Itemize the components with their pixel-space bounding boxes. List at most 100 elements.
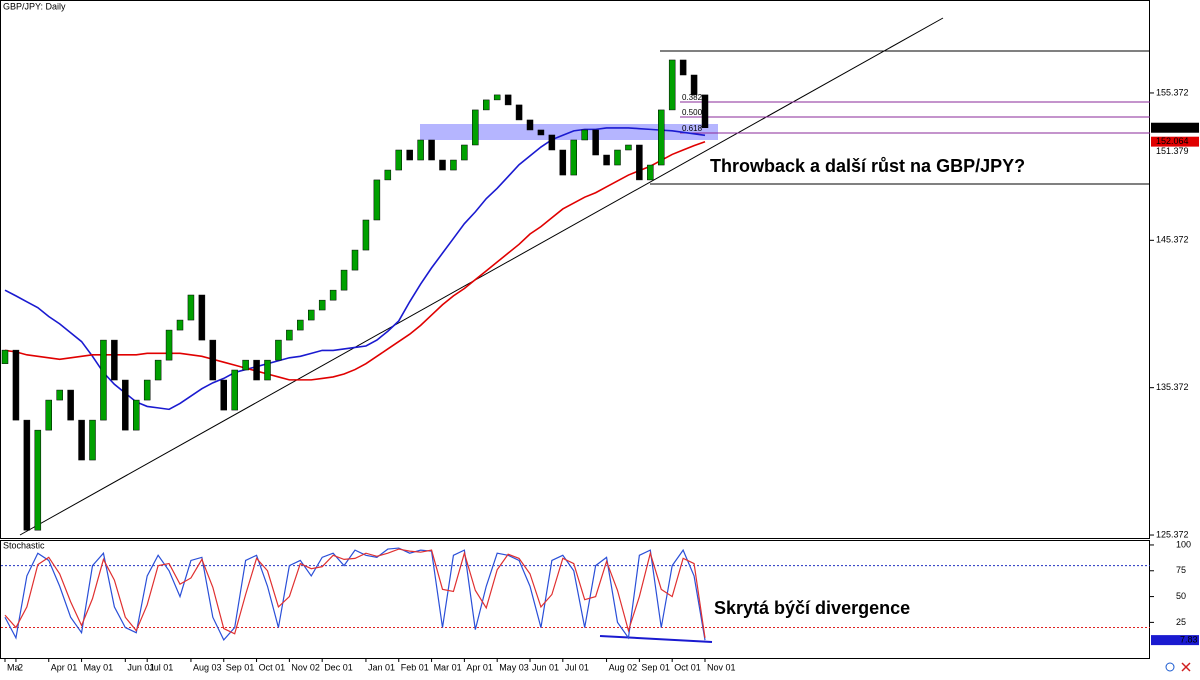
y-tick-label: 75 — [1176, 565, 1186, 575]
candle — [154, 359, 162, 381]
y-tick-label: 155.372 — [1156, 87, 1189, 97]
divergence-line — [599, 635, 713, 643]
candle — [242, 359, 249, 371]
candle — [220, 379, 227, 411]
price-label: 152.064 — [1156, 136, 1189, 146]
candle — [45, 399, 52, 431]
fib-label: 0.618 — [682, 124, 703, 133]
value-badge — [1151, 635, 1199, 646]
candle — [100, 339, 107, 421]
price-badge — [1151, 146, 1199, 157]
price-label: 151.379 — [1156, 146, 1189, 156]
candle — [526, 119, 534, 131]
stochastic-line — [4, 548, 706, 638]
candle — [483, 99, 490, 111]
stochastic-line — [4, 547, 706, 642]
x-tick-label: Jan 01 — [368, 662, 395, 672]
candle — [351, 249, 359, 271]
candle — [537, 129, 545, 136]
candle — [1, 349, 9, 364]
candle — [253, 359, 260, 381]
x-tick-label: Jun 01 — [127, 662, 154, 672]
candle — [461, 144, 468, 161]
fib-label: 0.382 — [682, 93, 703, 102]
stochastic-panel — [0, 540, 1150, 659]
candle — [406, 149, 413, 161]
candle — [493, 94, 501, 101]
candle — [603, 154, 610, 166]
candle — [209, 339, 217, 381]
candle — [23, 419, 31, 531]
candle — [122, 379, 129, 431]
icon — [1165, 662, 1175, 672]
candle — [165, 329, 173, 361]
candle — [318, 299, 326, 311]
candle — [417, 139, 424, 161]
fib-label: 0.500 — [682, 108, 703, 117]
x-tick-label: Jun 01 — [532, 662, 559, 672]
value-label: 7.83 — [1180, 634, 1198, 644]
moving-average — [4, 127, 706, 411]
x-tick-label: Jul 01 — [565, 662, 589, 672]
candle — [504, 94, 512, 106]
candle — [340, 269, 348, 291]
x-tick-label: Feb 01 — [401, 662, 429, 672]
x-tick-label: Aug 03 — [193, 662, 222, 672]
candle — [67, 389, 74, 421]
icon — [1181, 662, 1191, 672]
y-tick-label: 125.372 — [1156, 529, 1189, 539]
candle — [133, 399, 140, 431]
chart-title: GBP/JPY: Daily — [3, 1, 66, 11]
candle — [647, 164, 654, 181]
candle — [472, 109, 479, 146]
candle — [231, 369, 238, 411]
trendline — [19, 17, 944, 536]
candle — [89, 419, 96, 461]
candle — [548, 134, 556, 151]
candle — [198, 294, 206, 341]
moving-average — [4, 141, 706, 381]
x-tick-label: Ma — [7, 662, 20, 672]
x-tick-label: Sep 01 — [226, 662, 255, 672]
y-tick-label: 50 — [1176, 591, 1186, 601]
annotation: Throwback a další růst na GBP/JPY? — [710, 156, 1025, 176]
x-tick-label: Oct 01 — [674, 662, 701, 672]
candle — [658, 109, 665, 166]
x-tick-label: 2 — [18, 662, 23, 672]
candle — [176, 319, 184, 331]
candle — [581, 129, 588, 141]
price-panel — [0, 0, 1150, 539]
candle — [701, 94, 709, 129]
candle — [111, 339, 118, 381]
candle — [614, 149, 621, 166]
y-tick-label: 100 — [1176, 539, 1191, 549]
candle — [668, 59, 676, 111]
candle — [384, 169, 392, 181]
x-tick-label: Apr 01 — [51, 662, 78, 672]
candle — [56, 389, 63, 401]
candle — [12, 349, 20, 421]
x-tick-label: Apr 01 — [466, 662, 493, 672]
candle — [297, 319, 304, 331]
candle — [308, 309, 315, 321]
candle — [264, 359, 271, 381]
x-tick-label: Dec 01 — [324, 662, 353, 672]
candle — [275, 339, 282, 361]
candle — [286, 329, 293, 341]
candle — [362, 219, 370, 251]
candle — [515, 104, 523, 121]
price-label: 153.012 — [1156, 122, 1189, 132]
price-badge — [1151, 122, 1199, 133]
price-badge — [1151, 136, 1199, 147]
y-tick-label: 25 — [1176, 617, 1186, 627]
candle — [329, 289, 337, 301]
candle — [559, 149, 567, 176]
annotation: Skrytá býčí divergence — [714, 598, 910, 618]
candle — [636, 144, 643, 181]
candle — [373, 179, 381, 221]
candle — [450, 159, 457, 171]
candle — [428, 139, 435, 161]
candle — [570, 139, 577, 176]
